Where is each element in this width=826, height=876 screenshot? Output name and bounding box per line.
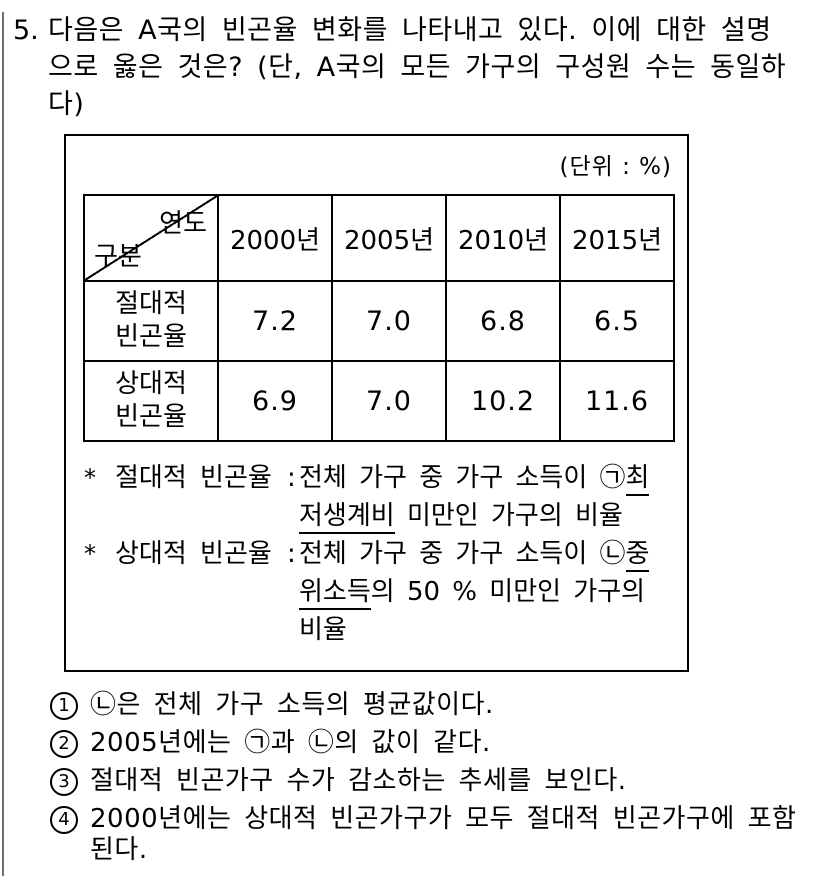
choice-2-number: 2 bbox=[50, 730, 78, 758]
value-cell: 6.5 bbox=[559, 280, 675, 362]
corner-label-category: 구분 bbox=[94, 242, 142, 272]
value-cell: 6.8 bbox=[445, 280, 561, 362]
footnote-term: 절대적 빈곤율 bbox=[115, 463, 272, 493]
asterisk-marker: * bbox=[84, 540, 96, 568]
answer-choices: 1 ㉡은 전체 가구 소득의 평균값이다. 2 2005년에는 ㉠과 ㉡의 값이… bbox=[50, 690, 820, 873]
choice-3-number: 3 bbox=[50, 768, 78, 796]
value-cell: 7.0 bbox=[331, 360, 447, 442]
underlined-term: 중위소득 bbox=[299, 539, 650, 610]
choice-2[interactable]: 2 2005년에는 ㉠과 ㉡의 값이 같다. bbox=[50, 728, 820, 759]
table-row-relative-poverty: 상대적 빈곤율 6.9 7.0 10.2 11.6 bbox=[83, 360, 675, 442]
choice-4[interactable]: 4 2000년에는 상대적 빈곤가구가 모두 절대적 빈곤가구에 포함된다. bbox=[50, 804, 820, 866]
value-cell: 7.2 bbox=[217, 280, 333, 362]
table-row-absolute-poverty: 절대적 빈곤율 7.2 7.0 6.8 6.5 bbox=[83, 280, 675, 362]
column-header-2005: 2005년 bbox=[331, 194, 447, 282]
choice-1[interactable]: 1 ㉡은 전체 가구 소득의 평균값이다. bbox=[50, 690, 820, 721]
footnote-colon: : bbox=[287, 463, 296, 493]
choice-4-number: 4 bbox=[50, 806, 78, 834]
definition-text: 미만인 가구의 비율 bbox=[394, 501, 623, 531]
definition-text: 전체 가구 중 가구 소득이 ㉡ bbox=[299, 539, 626, 569]
table-header-row: 연도 구분 2000년 2005년 2010년 2015년 bbox=[83, 194, 675, 282]
choice-3[interactable]: 3 절대적 빈곤가구 수가 감소하는 추세를 보인다. bbox=[50, 766, 820, 797]
question-text: 다음은 A국의 빈곤율 변화를 나타내고 있다. 이에 대한 설명으로 옳은 것… bbox=[48, 15, 787, 120]
asterisk-marker: * bbox=[84, 464, 96, 492]
choice-3-text: 절대적 빈곤가구 수가 감소하는 추세를 보인다. bbox=[90, 766, 627, 796]
underlined-term: 최저생계비 bbox=[299, 463, 650, 534]
poverty-rate-table: 연도 구분 2000년 2005년 2010년 2015년 절대적 빈곤율 7.… bbox=[83, 194, 675, 442]
row-label-relative: 상대적 빈곤율 bbox=[83, 360, 219, 442]
question-number: 5. bbox=[13, 15, 39, 46]
value-cell: 7.0 bbox=[331, 280, 447, 362]
choice-4-text: 2000년에는 상대적 빈곤가구가 모두 절대적 빈곤가구에 포함된다. bbox=[90, 804, 797, 865]
value-cell: 6.9 bbox=[217, 360, 333, 442]
column-header-2010: 2010년 bbox=[445, 194, 561, 282]
footnote-term: 상대적 빈곤율 bbox=[115, 539, 272, 569]
choice-2-text: 2005년에는 ㉠과 ㉡의 값이 같다. bbox=[90, 728, 491, 758]
value-cell: 11.6 bbox=[559, 360, 675, 442]
corner-cell: 연도 구분 bbox=[83, 194, 219, 282]
footnote-relative-poverty: * 상대적 빈곤율 : 전체 가구 중 가구 소득이 ㉡중위소득의 50 % 미… bbox=[83, 535, 672, 649]
definition-text: 의 50 % 미만인 가구의 비율 bbox=[299, 577, 646, 645]
footnote-definition: 전체 가구 중 가구 소득이 ㉡중위소득의 50 % 미만인 가구의 비율 bbox=[299, 535, 672, 649]
choice-1-number: 1 bbox=[50, 692, 78, 720]
footnote-colon: : bbox=[287, 539, 296, 569]
row-label-absolute: 절대적 빈곤율 bbox=[83, 280, 219, 362]
choice-1-text: ㉡은 전체 가구 소득의 평균값이다. bbox=[90, 690, 494, 720]
unit-label: (단위 : %) bbox=[559, 154, 672, 180]
question-block: 5. 다음은 A국의 빈곤율 변화를 나타내고 있다. 이에 대한 설명으로 옳… bbox=[13, 12, 813, 123]
footnote-absolute-poverty: * 절대적 빈곤율 : 전체 가구 중 가구 소득이 ㉠최저생계비 미만인 가구… bbox=[83, 459, 672, 535]
column-header-2000: 2000년 bbox=[217, 194, 333, 282]
data-box: (단위 : %) 연도 구분 2000년 2005년 2010년 2015년 절… bbox=[64, 134, 689, 672]
footnotes: * 절대적 빈곤율 : 전체 가구 중 가구 소득이 ㉠최저생계비 미만인 가구… bbox=[83, 459, 672, 649]
corner-label-year: 연도 bbox=[159, 209, 207, 239]
page-left-border bbox=[2, 12, 4, 876]
footnote-definition: 전체 가구 중 가구 소득이 ㉠최저생계비 미만인 가구의 비율 bbox=[299, 459, 672, 535]
value-cell: 10.2 bbox=[445, 360, 561, 442]
definition-text: 전체 가구 중 가구 소득이 ㉠ bbox=[299, 463, 626, 493]
column-header-2015: 2015년 bbox=[559, 194, 675, 282]
